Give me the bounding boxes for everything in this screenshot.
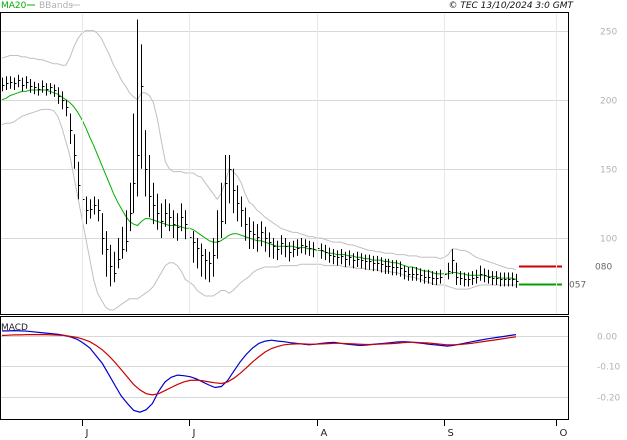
price-annotations: 080 057: [519, 263, 612, 291]
price-ytick-label: 200: [600, 97, 617, 107]
ma20-line: [1, 89, 517, 280]
x-tick-label: J: [192, 428, 196, 439]
price-y-axis: 250 200 150 100: [600, 28, 617, 245]
macd-panel-frame: [0, 316, 569, 420]
macd-title: MACD: [1, 323, 28, 333]
price-ytick-label: 250: [600, 28, 617, 38]
price-bars: [2, 19, 519, 288]
x-tick-label: J: [85, 428, 89, 439]
price-panel-frame: [0, 12, 569, 315]
bbands-upper-line: [1, 30, 517, 271]
x-tick-label: O: [560, 428, 568, 439]
bbands-lower-line: [1, 108, 516, 311]
copyright-text: © TEC 13/10/2024 3:0 GMT: [448, 1, 574, 11]
macd-y-axis: 0.00 -0.10 -0.20: [597, 333, 621, 404]
macd-ytick-label: 0.00: [597, 333, 617, 343]
macd-lines: [1, 329, 517, 413]
macd-grid: [1, 336, 568, 398]
macd-line: [2, 329, 517, 413]
macd-ytick-label: -0.10: [597, 363, 621, 373]
macd-ytick-label: -0.20: [597, 394, 621, 404]
price-ytick-label: 150: [600, 166, 617, 176]
ma20-polyline: [1, 89, 517, 280]
support-label: 057: [569, 281, 586, 291]
signal-line: [1, 334, 517, 396]
x-tick-label: A: [321, 428, 328, 439]
legend-bbands: BBands: [39, 1, 73, 11]
bollinger-bands: [1, 30, 517, 311]
x-tick-label: S: [448, 428, 454, 439]
legend-ma20: MA20: [1, 1, 27, 11]
resistance-label: 080: [595, 263, 612, 273]
price-ytick-label: 100: [600, 235, 617, 245]
